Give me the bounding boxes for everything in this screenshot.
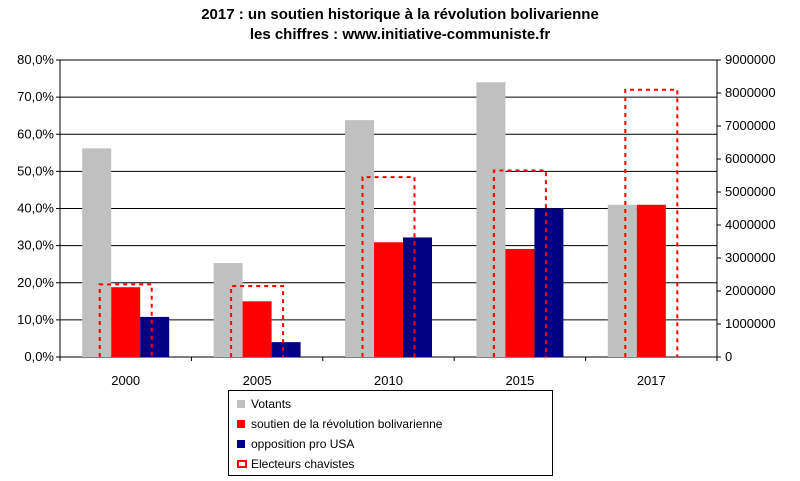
x-tick-label: 2000 [111,373,140,388]
bar-votants-2005 [213,263,243,357]
y-right-tick-label: 0 [725,349,732,364]
bar-opposition-2015 [534,208,564,357]
y-left-tick-label: 0,0% [24,349,54,364]
legend: Votants soutien de la révolution bolivar… [228,390,553,476]
y-left-tick-label: 70,0% [17,89,54,104]
y-left-tick-label: 50,0% [17,163,54,178]
y-right-tick-label: 2000000 [725,283,776,298]
bar-opposition-2005 [271,342,301,357]
y-right-tick-label: 8000000 [725,85,776,100]
x-tick-label: 2015 [505,373,534,388]
legend-swatch-electeurs [237,460,247,468]
bar-soutien-2017 [636,204,666,357]
electeurs-chavistes-outline-2010 [361,176,416,357]
x-tick-label: 2010 [374,373,403,388]
x-tick-label: 2017 [637,373,666,388]
bar-soutien-2015 [505,248,535,357]
bar-soutien-2000 [111,287,141,357]
legend-item-opposition: opposition pro USA [237,436,354,452]
legend-label-votants: Votants [251,397,292,411]
y-right-tick-label: 5000000 [725,184,776,199]
legend-label-electeurs: Electeurs chavistes [251,457,355,471]
y-left-tick-label: 20,0% [17,275,54,290]
legend-swatch-opposition [237,440,245,448]
y-right-tick-label: 1000000 [725,316,776,331]
y-left-tick-label: 10,0% [17,312,54,327]
bar-opposition-2000 [140,316,170,357]
bar-soutien-2005 [242,301,272,357]
chart-title: 2017 : un soutien historique à la révolu… [201,6,599,23]
bar-opposition-2010 [403,237,432,357]
bar-votants-2010 [345,120,374,357]
y-left-tick-label: 80,0% [17,52,54,67]
bar-votants-2000 [82,148,112,357]
y-left-tick-label: 40,0% [17,201,54,216]
bar-votants-2015 [476,82,506,358]
y-right-tick-label: 9000000 [725,52,776,67]
y-left-tick-label: 60,0% [17,126,54,141]
bar-votants-2017 [607,204,637,357]
electeurs-chavistes-outline-2015 [492,169,547,357]
bar-soutien-2010 [374,242,403,357]
y-right-tick-label: 7000000 [725,118,776,133]
legend-item-votants: Votants [237,396,291,412]
y-right-tick-label: 3000000 [725,250,776,265]
y-left-tick-label: 30,0% [17,238,54,253]
legend-swatch-votants [237,400,245,408]
legend-item-electeurs: Electeurs chavistes [237,456,354,472]
y-right-tick-label: 4000000 [725,217,776,232]
legend-label-soutien: soutien de la révolution bolivarienne [251,417,443,431]
legend-label-opposition: opposition pro USA [251,437,355,451]
y-right-tick-label: 6000000 [725,151,776,166]
legend-swatch-soutien [237,420,245,428]
legend-item-soutien: soutien de la révolution bolivarienne [237,416,442,432]
electeurs-chavistes-outline-2005 [230,285,285,357]
chart-subtitle: les chiffres : www.initiative-communiste… [249,26,551,43]
x-tick-label: 2005 [243,373,272,388]
electeurs-chavistes-outline-2000 [98,283,153,357]
